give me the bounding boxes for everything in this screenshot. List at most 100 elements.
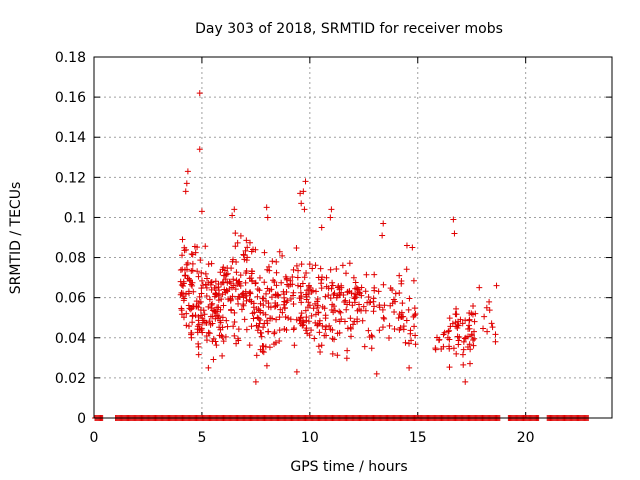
data-point — [303, 317, 310, 324]
data-point — [258, 333, 265, 340]
data-point — [242, 279, 249, 286]
data-point — [232, 286, 239, 293]
data-point — [199, 282, 206, 289]
data-point — [352, 294, 359, 301]
data-point — [198, 269, 205, 276]
y-tick-label: 0.04 — [55, 331, 86, 347]
data-point — [450, 216, 457, 223]
data-point — [195, 304, 202, 311]
data-point — [276, 314, 283, 321]
data-point — [217, 306, 224, 313]
data-point — [189, 260, 196, 267]
y-tick-label: 0.1 — [64, 210, 86, 226]
data-point — [222, 276, 229, 283]
data-point — [318, 224, 325, 231]
data-point — [312, 300, 319, 307]
data-point — [400, 313, 407, 320]
data-point — [229, 293, 236, 300]
data-point — [391, 325, 398, 332]
y-tick-label: 0.12 — [55, 170, 86, 186]
data-point — [237, 272, 244, 279]
data-point — [224, 323, 231, 330]
data-point — [244, 244, 251, 251]
data-point — [488, 320, 495, 327]
data-point — [267, 315, 274, 322]
data-point — [321, 332, 328, 339]
data-point — [215, 284, 222, 291]
data-point — [451, 230, 458, 237]
data-point — [460, 361, 467, 368]
data-point — [309, 287, 316, 294]
data-point — [234, 239, 241, 246]
data-point — [316, 329, 323, 336]
data-point — [343, 306, 350, 313]
data-point — [230, 256, 237, 263]
data-point — [409, 244, 416, 251]
data-point — [274, 291, 281, 298]
data-point — [198, 208, 205, 215]
data-point — [412, 341, 419, 348]
data-point — [327, 266, 334, 273]
data-point — [290, 266, 297, 273]
data-point — [314, 321, 321, 328]
data-point — [236, 278, 243, 285]
data-point — [189, 282, 196, 289]
data-point — [241, 316, 248, 323]
data-point — [243, 297, 250, 304]
data-point — [446, 315, 453, 322]
data-point — [255, 315, 262, 322]
data-point — [205, 329, 212, 336]
data-point — [466, 316, 473, 323]
data-point — [252, 279, 259, 286]
data-point — [376, 304, 383, 311]
data-point — [273, 282, 280, 289]
data-point — [308, 312, 315, 319]
data-point — [403, 317, 410, 324]
data-point — [376, 327, 383, 334]
data-point — [189, 267, 196, 274]
data-point — [469, 336, 476, 343]
data-point — [471, 318, 478, 325]
data-point — [322, 326, 329, 333]
data-point — [316, 320, 323, 327]
data-point — [293, 316, 300, 323]
data-point — [308, 327, 315, 334]
data-point — [237, 232, 244, 239]
data-point — [371, 303, 378, 310]
data-point — [185, 275, 192, 282]
data-point — [202, 270, 209, 277]
data-point — [287, 296, 294, 303]
data-point — [391, 308, 398, 315]
data-point — [294, 282, 301, 289]
data-point — [194, 329, 201, 336]
data-point — [230, 276, 237, 283]
chart-title: Day 303 of 2018, SRMTID for receiver mob… — [195, 21, 503, 37]
data-point — [188, 251, 195, 258]
data-point — [486, 298, 493, 305]
data-point — [276, 248, 283, 255]
y-tick-label: 0.14 — [55, 130, 86, 146]
data-point — [247, 290, 254, 297]
data-point — [362, 288, 369, 295]
data-point — [231, 332, 238, 339]
data-point — [305, 318, 312, 325]
data-point — [220, 279, 227, 286]
data-point — [268, 286, 275, 293]
data-point — [390, 296, 397, 303]
data-point — [294, 274, 301, 281]
data-point — [221, 267, 228, 274]
data-point — [290, 292, 297, 299]
data-point — [250, 315, 257, 322]
data-point — [254, 293, 261, 300]
x-tick-label: 0 — [90, 430, 99, 446]
data-point — [489, 324, 496, 331]
data-point — [356, 289, 363, 296]
data-point — [370, 308, 377, 315]
data-point — [215, 297, 222, 304]
data-point — [179, 290, 186, 297]
data-point — [381, 302, 388, 309]
data-point — [365, 293, 372, 300]
data-point — [456, 334, 463, 341]
data-point — [231, 318, 238, 325]
